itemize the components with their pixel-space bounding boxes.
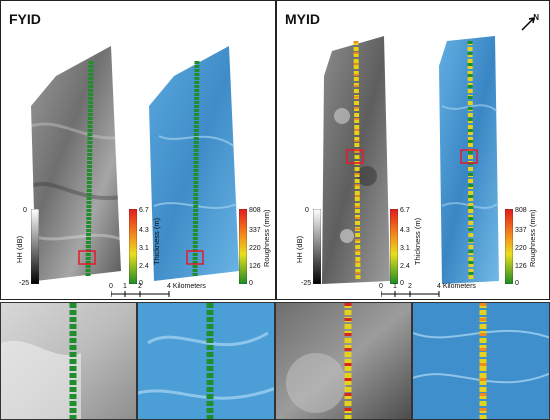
colorbar-thickness-tick: 2.4 [400, 263, 410, 270]
colorbar-hh-fyid [31, 209, 39, 284]
colorbar-hh-title: HH (dB) [15, 235, 24, 263]
zoom-insets [0, 302, 550, 420]
panel-title-myid: MYID [285, 11, 320, 27]
highlight-box-fyid-sar [78, 250, 96, 265]
scale-tick: 0 [109, 283, 113, 290]
scale-tick: 1 [123, 283, 127, 290]
north-arrow-label: N [533, 13, 539, 22]
colorbar-hh-title: HH (dB) [295, 235, 304, 263]
colorbar-thickness-myid [390, 209, 398, 284]
scale-tick: 4 Kilometers [167, 283, 206, 290]
colorbar-roughness-tick: 0 [249, 280, 253, 287]
highlight-box-fyid-roughness [186, 250, 204, 265]
north-arrow-icon [521, 17, 535, 31]
scale-tick: 2 [408, 283, 412, 290]
roughness-image-fyid [149, 46, 239, 281]
north-arrow: N [519, 13, 539, 33]
zoom-myid-sar [275, 302, 412, 420]
highlight-box-myid-sar [346, 149, 364, 164]
colorbar-roughness-tick: 126 [515, 263, 527, 270]
colorbar-roughness-title: Roughness (mm) [262, 209, 271, 267]
colorbar-roughness-myid [505, 209, 513, 284]
colorbar-roughness-tick: 220 [249, 245, 261, 252]
sar-image-myid [322, 36, 390, 284]
zoom-fyid-sar [0, 302, 137, 420]
colorbar-hh-max: 0 [23, 207, 27, 214]
colorbar-roughness-tick: 337 [249, 227, 261, 234]
colorbar-thickness-tick: 6.7 [400, 207, 410, 214]
scale-tick: 0 [379, 283, 383, 290]
colorbar-thickness-tick: 2.4 [139, 263, 149, 270]
colorbar-roughness-tick: 220 [515, 245, 527, 252]
colorbar-roughness-tick: 808 [515, 207, 527, 214]
panel-title-fyid: FYID [9, 11, 41, 27]
colorbar-thickness-tick: 3.1 [139, 245, 149, 252]
colorbar-thickness-title: Thickness (m) [152, 217, 161, 265]
colorbar-roughness-fyid [239, 209, 247, 284]
colorbar-roughness-tick: 337 [515, 227, 527, 234]
colorbar-thickness-tick: 0 [400, 280, 404, 287]
colorbar-thickness-tick: 0 [139, 280, 143, 287]
sar-image-fyid [31, 46, 121, 281]
colorbar-hh-min: -25 [301, 280, 312, 287]
colorbar-hh-min: -25 [19, 280, 30, 287]
colorbar-roughness-title: Roughness (mm) [528, 209, 537, 267]
roughness-image-myid [439, 36, 499, 284]
colorbar-thickness-fyid [129, 209, 137, 284]
scale-tick: 2 [138, 283, 142, 290]
highlight-box-myid-roughness [460, 149, 478, 164]
colorbar-roughness-tick: 126 [249, 263, 261, 270]
colorbar-roughness-tick: 0 [515, 280, 519, 287]
colorbar-thickness-tick: 6.7 [139, 207, 149, 214]
zoom-myid-roughness [412, 302, 550, 420]
panel-myid: MYID N [276, 0, 550, 300]
colorbar-thickness-tick: 4.3 [139, 227, 149, 234]
panel-fyid: FYID [0, 0, 276, 300]
colorbar-hh-max: 0 [305, 207, 309, 214]
scale-tick: 1 [393, 283, 397, 290]
scale-tick: 4 Kilometers [437, 283, 476, 290]
colorbar-thickness-tick: 3.1 [400, 245, 410, 252]
zoom-fyid-roughness [137, 302, 275, 420]
colorbar-thickness-tick: 4.3 [400, 227, 410, 234]
colorbar-hh-myid [313, 209, 321, 284]
colorbar-roughness-tick: 808 [249, 207, 261, 214]
colorbar-thickness-title: Thickness (m) [413, 217, 422, 265]
